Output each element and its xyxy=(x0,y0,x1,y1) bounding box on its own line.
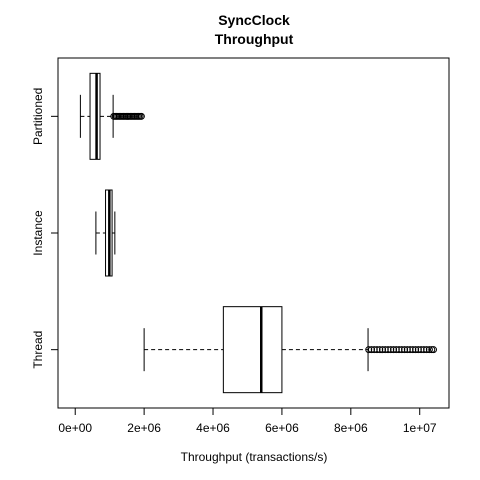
y-tick-label: Instance xyxy=(31,210,45,256)
iqr-box xyxy=(222,306,283,394)
x-tick-label: 0e+00 xyxy=(58,421,92,435)
x-tick-label: 2e+06 xyxy=(127,421,161,435)
chart-title: SyncClock xyxy=(218,12,290,28)
x-tick-label: 4e+06 xyxy=(196,421,230,435)
chart-subtitle: Throughput xyxy=(215,31,294,47)
box-thread xyxy=(143,306,437,394)
y-tick-label: Thread xyxy=(31,331,45,369)
outlier-point xyxy=(429,346,437,354)
y-tick-label: Partitioned xyxy=(31,88,45,145)
plot-marks xyxy=(79,72,437,394)
outlier-point xyxy=(423,346,431,354)
box-partitioned xyxy=(79,72,145,160)
outlier-point xyxy=(137,112,145,120)
x-axis: 0e+00 2e+06 4e+06 6e+06 8e+06 1e+07 xyxy=(58,407,437,435)
x-tick-label: 6e+06 xyxy=(265,421,299,435)
y-axis: Thread Instance Partitioned xyxy=(31,88,58,369)
x-tick-label: 1e+07 xyxy=(403,421,437,435)
box-instance xyxy=(95,189,116,277)
x-axis-label: Throughput (transactions/s) xyxy=(181,450,328,464)
iqr-box xyxy=(89,72,101,160)
x-tick-label: 8e+06 xyxy=(334,421,368,435)
outlier-point xyxy=(425,346,433,354)
